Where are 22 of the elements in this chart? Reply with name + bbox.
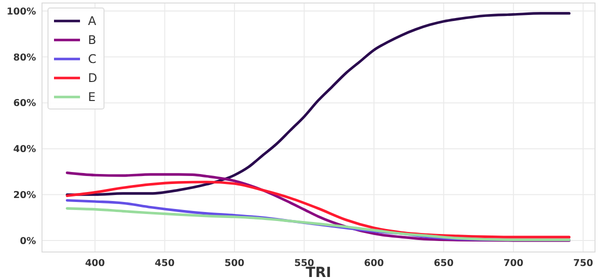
line-series	[66, 12, 570, 196]
legend-label: B	[88, 33, 96, 48]
y-tick-label: 80%	[13, 52, 36, 64]
x-tick-label: 500	[224, 258, 245, 269]
x-tick-label: 700	[503, 258, 524, 269]
legend-label: E	[88, 90, 96, 104]
line-series	[66, 207, 570, 242]
y-tick-label: 0%	[20, 236, 36, 247]
legend-label: C	[88, 52, 96, 66]
x-axis-title: TRI	[306, 265, 332, 280]
line-series	[66, 180, 570, 238]
x-tick-label: 750	[573, 258, 594, 269]
x-tick-label: 400	[85, 258, 106, 269]
x-tick-label: 650	[434, 258, 454, 269]
legend-label: A	[88, 14, 97, 28]
legend-label: D	[88, 71, 98, 86]
y-tick-label: 20%	[13, 190, 36, 201]
y-tick-label: 60%	[13, 98, 36, 110]
x-tick-label: 450	[154, 258, 176, 269]
y-tick-label: 40%	[13, 144, 36, 156]
y-tick-label: 100%	[6, 6, 36, 18]
x-tick-label: 600	[364, 258, 384, 269]
